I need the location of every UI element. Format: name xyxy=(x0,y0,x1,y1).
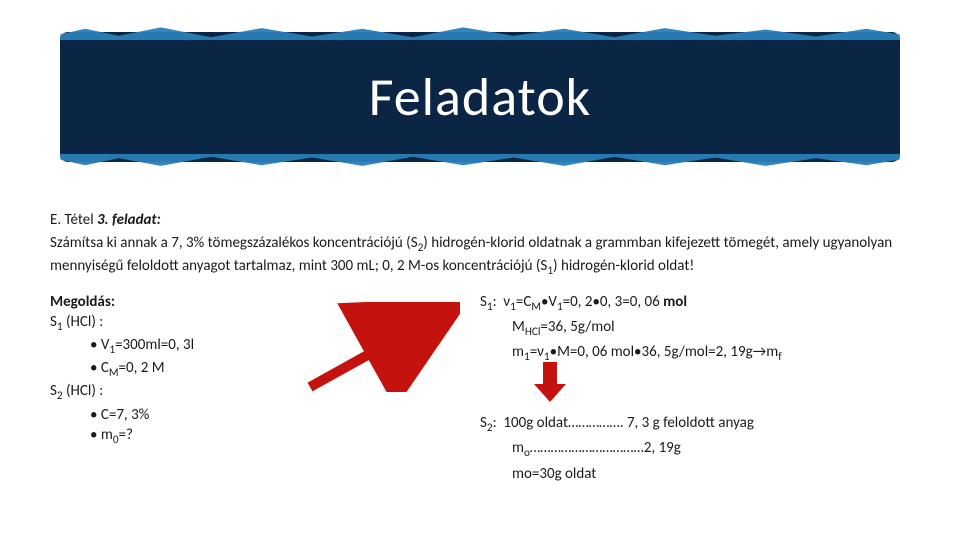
s1-calc: S1: ν1=CM•V1=0, 2•0, 3=0, 06 mol xyxy=(480,292,920,315)
slide-content: E. Tétel 3. feladat: Számítsa ki annak a… xyxy=(50,210,920,486)
s1-calc2: MHCl=36, 5g/mol xyxy=(480,317,920,340)
s1-hcl: S1 (HCl) : xyxy=(50,312,310,335)
m0-line: • m0=? xyxy=(50,425,310,448)
title-banner: Feladatok xyxy=(60,32,900,162)
s2-hcl: S2 (HCl) : xyxy=(50,381,310,404)
cm-line: • CM=0, 2 M xyxy=(50,358,310,381)
s2-calc: S2: 100g oldat……………. 7, 3 g feloldott an… xyxy=(480,413,920,436)
task-part3: ) hidrogén-klorid oldat! xyxy=(553,257,694,275)
arrow-down-icon xyxy=(530,360,570,404)
feladat-label: 3. feladat: xyxy=(97,211,161,229)
tetel-line: E. Tétel 3. feladat: xyxy=(50,210,920,230)
solution-steps: S1: ν1=CM•V1=0, 2•0, 3=0, 06 mol MHCl=36… xyxy=(330,292,920,486)
c-line: • C=7, 3% xyxy=(50,405,310,425)
s2-calc3: mo=30g oldat xyxy=(480,464,920,484)
columns: Megoldás: S1 (HCl) : • V1=300ml=0, 3l • … xyxy=(50,292,920,486)
v1-line: • V1=300ml=0, 3l xyxy=(50,335,310,358)
task-text: Számítsa ki annak a 7, 3% tömegszázaléko… xyxy=(50,233,920,279)
tetel-prefix: E. Tétel xyxy=(50,211,97,229)
s2-calc2: mo……………………………2, 19g xyxy=(480,438,920,461)
banner-bg: Feladatok xyxy=(60,32,900,162)
given-data: Megoldás: S1 (HCl) : • V1=300ml=0, 3l • … xyxy=(50,292,310,486)
task-part1: Számítsa ki annak a 7, 3% tömegszázaléko… xyxy=(50,234,418,252)
banner-title: Feladatok xyxy=(369,64,591,130)
arrow-diagonal-icon xyxy=(300,302,460,392)
megoldas-label: Megoldás: xyxy=(50,292,310,312)
